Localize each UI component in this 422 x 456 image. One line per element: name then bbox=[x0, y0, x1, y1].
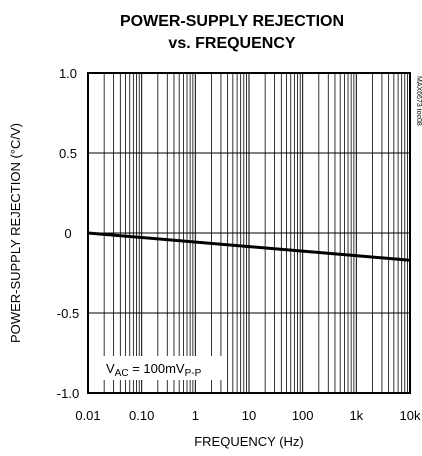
series-group bbox=[87, 231, 411, 262]
annotation-sub1: AC bbox=[115, 368, 129, 379]
annotation-vac: VAC = 100mVP-P bbox=[102, 356, 222, 380]
x-tick-label: 10 bbox=[242, 408, 256, 423]
x-tick-label: 0.01 bbox=[75, 408, 100, 423]
x-tick-label: 1k bbox=[349, 408, 363, 423]
annotation-text: VAC = 100mVP-P bbox=[106, 361, 202, 379]
x-tick-label: 100 bbox=[292, 408, 314, 423]
y-tick-label: 0 bbox=[64, 226, 71, 241]
chart-title-line2: vs. FREQUENCY bbox=[168, 35, 295, 52]
y-tick-labels: 1.0 0.5 0 -0.5 -1.0 bbox=[57, 66, 79, 401]
y-tick-label: -1.0 bbox=[57, 386, 79, 401]
y-tick-label: 0.5 bbox=[59, 146, 77, 161]
annotation-background bbox=[102, 356, 222, 380]
x-axis-label: FREQUENCY (Hz) bbox=[194, 434, 304, 449]
chart-title-line1: POWER-SUPPLY REJECTION bbox=[120, 13, 344, 30]
x-tick-label: 1 bbox=[192, 408, 199, 423]
y-tick-label: -0.5 bbox=[57, 306, 79, 321]
x-tick-label: 10k bbox=[400, 408, 421, 423]
annotation-sub2: P-P bbox=[185, 368, 202, 379]
annotation-base: V bbox=[106, 361, 115, 376]
y-axis-label: POWER-SUPPLY REJECTION (°C/V) bbox=[8, 123, 23, 343]
annotation-mid: = 100mV bbox=[129, 361, 185, 376]
series-line bbox=[87, 231, 411, 262]
x-tick-label: 0.10 bbox=[129, 408, 154, 423]
figure-code: MAX6673 toc08 bbox=[415, 76, 422, 126]
grid bbox=[87, 72, 410, 394]
x-tick-labels: 0.01 0.10 1 10 100 1k 10k bbox=[75, 408, 421, 423]
y-tick-label: 1.0 bbox=[59, 66, 77, 81]
plot-border bbox=[87, 72, 411, 394]
